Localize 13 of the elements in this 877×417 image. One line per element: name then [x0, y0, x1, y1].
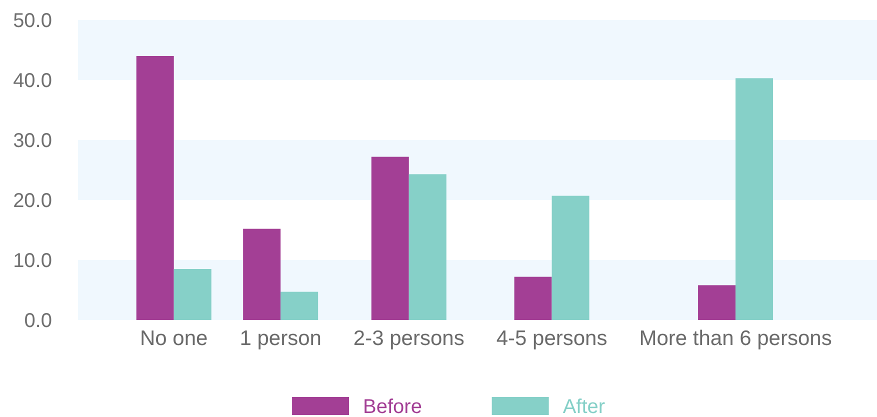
y-tick-label: 0.0 — [24, 310, 52, 332]
x-tick-label: 1 person — [240, 327, 322, 350]
y-tick-label: 50.0 — [13, 10, 52, 32]
x-tick-label: No one — [140, 327, 208, 350]
y-tick-label: 30.0 — [13, 130, 52, 152]
legend-label: Before — [363, 396, 422, 417]
x-tick-label: 2-3 persons — [353, 327, 464, 350]
y-tick-label: 40.0 — [13, 70, 52, 92]
x-tick-label: 4-5 persons — [496, 327, 608, 350]
legend-label: After — [562, 396, 606, 417]
y-tick-label: 20.0 — [13, 190, 52, 212]
y-tick-label: 10.0 — [13, 250, 52, 272]
x-tick-label: More than 6 persons — [639, 327, 832, 350]
